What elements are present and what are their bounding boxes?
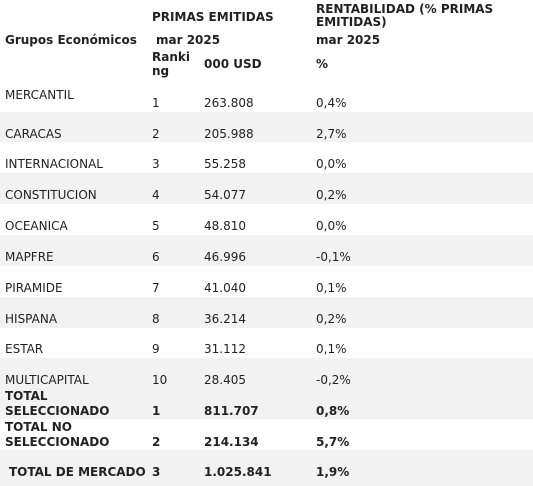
pct: 0,0% bbox=[316, 157, 347, 171]
pct: 0,2% bbox=[316, 312, 347, 326]
pct: 0,2% bbox=[316, 188, 347, 202]
group-name: CARACAS bbox=[5, 127, 62, 141]
group-name: CONSTITUCION bbox=[5, 188, 97, 202]
pct: 0,8% bbox=[316, 404, 350, 418]
pct: 0,1% bbox=[316, 281, 347, 295]
total-name-line1: TOTAL bbox=[5, 389, 48, 403]
rank: 3 bbox=[152, 465, 161, 479]
group-name: OCEANICA bbox=[5, 219, 68, 233]
pct-label: % bbox=[316, 57, 329, 71]
group-name: PIRAMIDE bbox=[5, 281, 63, 295]
total-row-market: TOTAL DE MERCADO 3 1.025.841 1,9% bbox=[0, 450, 533, 486]
pct: -0,2% bbox=[316, 373, 351, 387]
ranking-label-line1: Ranki bbox=[152, 50, 190, 64]
total-row-not-selected: TOTAL NO SELECCIONADO 2 214.134 5,7% bbox=[0, 419, 533, 450]
total-name-line2: SELECCIONADO bbox=[5, 404, 110, 418]
total-name-line1: TOTAL DE MERCADO bbox=[9, 465, 146, 479]
table-row: CONSTITUCION 4 54.077 0,2% bbox=[0, 173, 533, 204]
table-row: OCEANICA 5 48.810 0,0% bbox=[0, 204, 533, 235]
pct: 0,1% bbox=[316, 342, 347, 356]
total-name-line1: TOTAL NO bbox=[5, 420, 72, 434]
value: 31.112 bbox=[204, 342, 246, 356]
value: 36.214 bbox=[204, 312, 246, 326]
value: 811.707 bbox=[204, 404, 259, 418]
table-row: MULTICAPITAL 10 28.405 -0,2% bbox=[0, 358, 533, 388]
rank: 10 bbox=[152, 373, 168, 387]
ranking-label-line2: ng bbox=[152, 64, 170, 78]
value: 48.810 bbox=[204, 219, 246, 233]
group-name: INTERNACIONAL bbox=[5, 157, 103, 171]
table-row: MAPFRE 6 46.996 -0,1% bbox=[0, 235, 533, 266]
primas-title: PRIMAS EMITIDAS bbox=[152, 10, 274, 24]
table-row: CARACAS 2 205.988 2,7% bbox=[0, 112, 533, 142]
rank: 2 bbox=[152, 127, 160, 141]
table-row: HISPANA 8 36.214 0,2% bbox=[0, 297, 533, 328]
group-name: MULTICAPITAL bbox=[5, 373, 89, 387]
pct: 0,4% bbox=[316, 96, 347, 110]
rank: 9 bbox=[152, 342, 160, 356]
value: 205.988 bbox=[204, 127, 254, 141]
pct: 2,7% bbox=[316, 127, 347, 141]
rank: 1 bbox=[152, 96, 160, 110]
group-name: HISPANA bbox=[5, 312, 58, 326]
rank: 8 bbox=[152, 312, 160, 326]
value: 54.077 bbox=[204, 188, 246, 202]
rent-title-line1: RENTABILIDAD (% PRIMAS bbox=[316, 2, 494, 16]
rank: 4 bbox=[152, 188, 160, 202]
value: 1.025.841 bbox=[204, 465, 272, 479]
pct: 5,7% bbox=[316, 435, 350, 449]
table-row: ESTAR 9 31.112 0,1% bbox=[0, 328, 533, 358]
rank: 2 bbox=[152, 435, 161, 449]
value: 263.808 bbox=[204, 96, 254, 110]
group-name: MERCANTIL bbox=[5, 88, 74, 102]
table-row: MERCANTIL 1 263.808 0,4% bbox=[0, 82, 533, 112]
primas-period: mar 2025 bbox=[156, 33, 221, 47]
rank: 6 bbox=[152, 250, 160, 264]
group-name: ESTAR bbox=[5, 342, 44, 356]
table-row: INTERNACIONAL 3 55.258 0,0% bbox=[0, 142, 533, 173]
table-row: PIRAMIDE 7 41.040 0,1% bbox=[0, 266, 533, 297]
pct: 0,0% bbox=[316, 219, 347, 233]
rent-period: mar 2025 bbox=[316, 33, 381, 47]
units-label: 000 USD bbox=[204, 57, 262, 71]
pct: -0,1% bbox=[316, 250, 351, 264]
value: 214.134 bbox=[204, 435, 259, 449]
groups-label: Grupos Económicos bbox=[5, 33, 137, 47]
pct: 1,9% bbox=[316, 465, 350, 479]
rank: 3 bbox=[152, 157, 160, 171]
rank: 7 bbox=[152, 281, 160, 295]
value: 28.405 bbox=[204, 373, 246, 387]
value: 46.996 bbox=[204, 250, 246, 264]
rent-title-line2: EMITIDAS) bbox=[316, 15, 387, 29]
rank: 1 bbox=[152, 404, 161, 418]
total-name-line2: SELECCIONADO bbox=[5, 435, 110, 449]
total-row-selected: TOTAL SELECCIONADO 1 811.707 0,8% bbox=[0, 388, 533, 419]
rank: 5 bbox=[152, 219, 160, 233]
value: 41.040 bbox=[204, 281, 246, 295]
value: 55.258 bbox=[204, 157, 246, 171]
group-name: MAPFRE bbox=[5, 250, 54, 264]
